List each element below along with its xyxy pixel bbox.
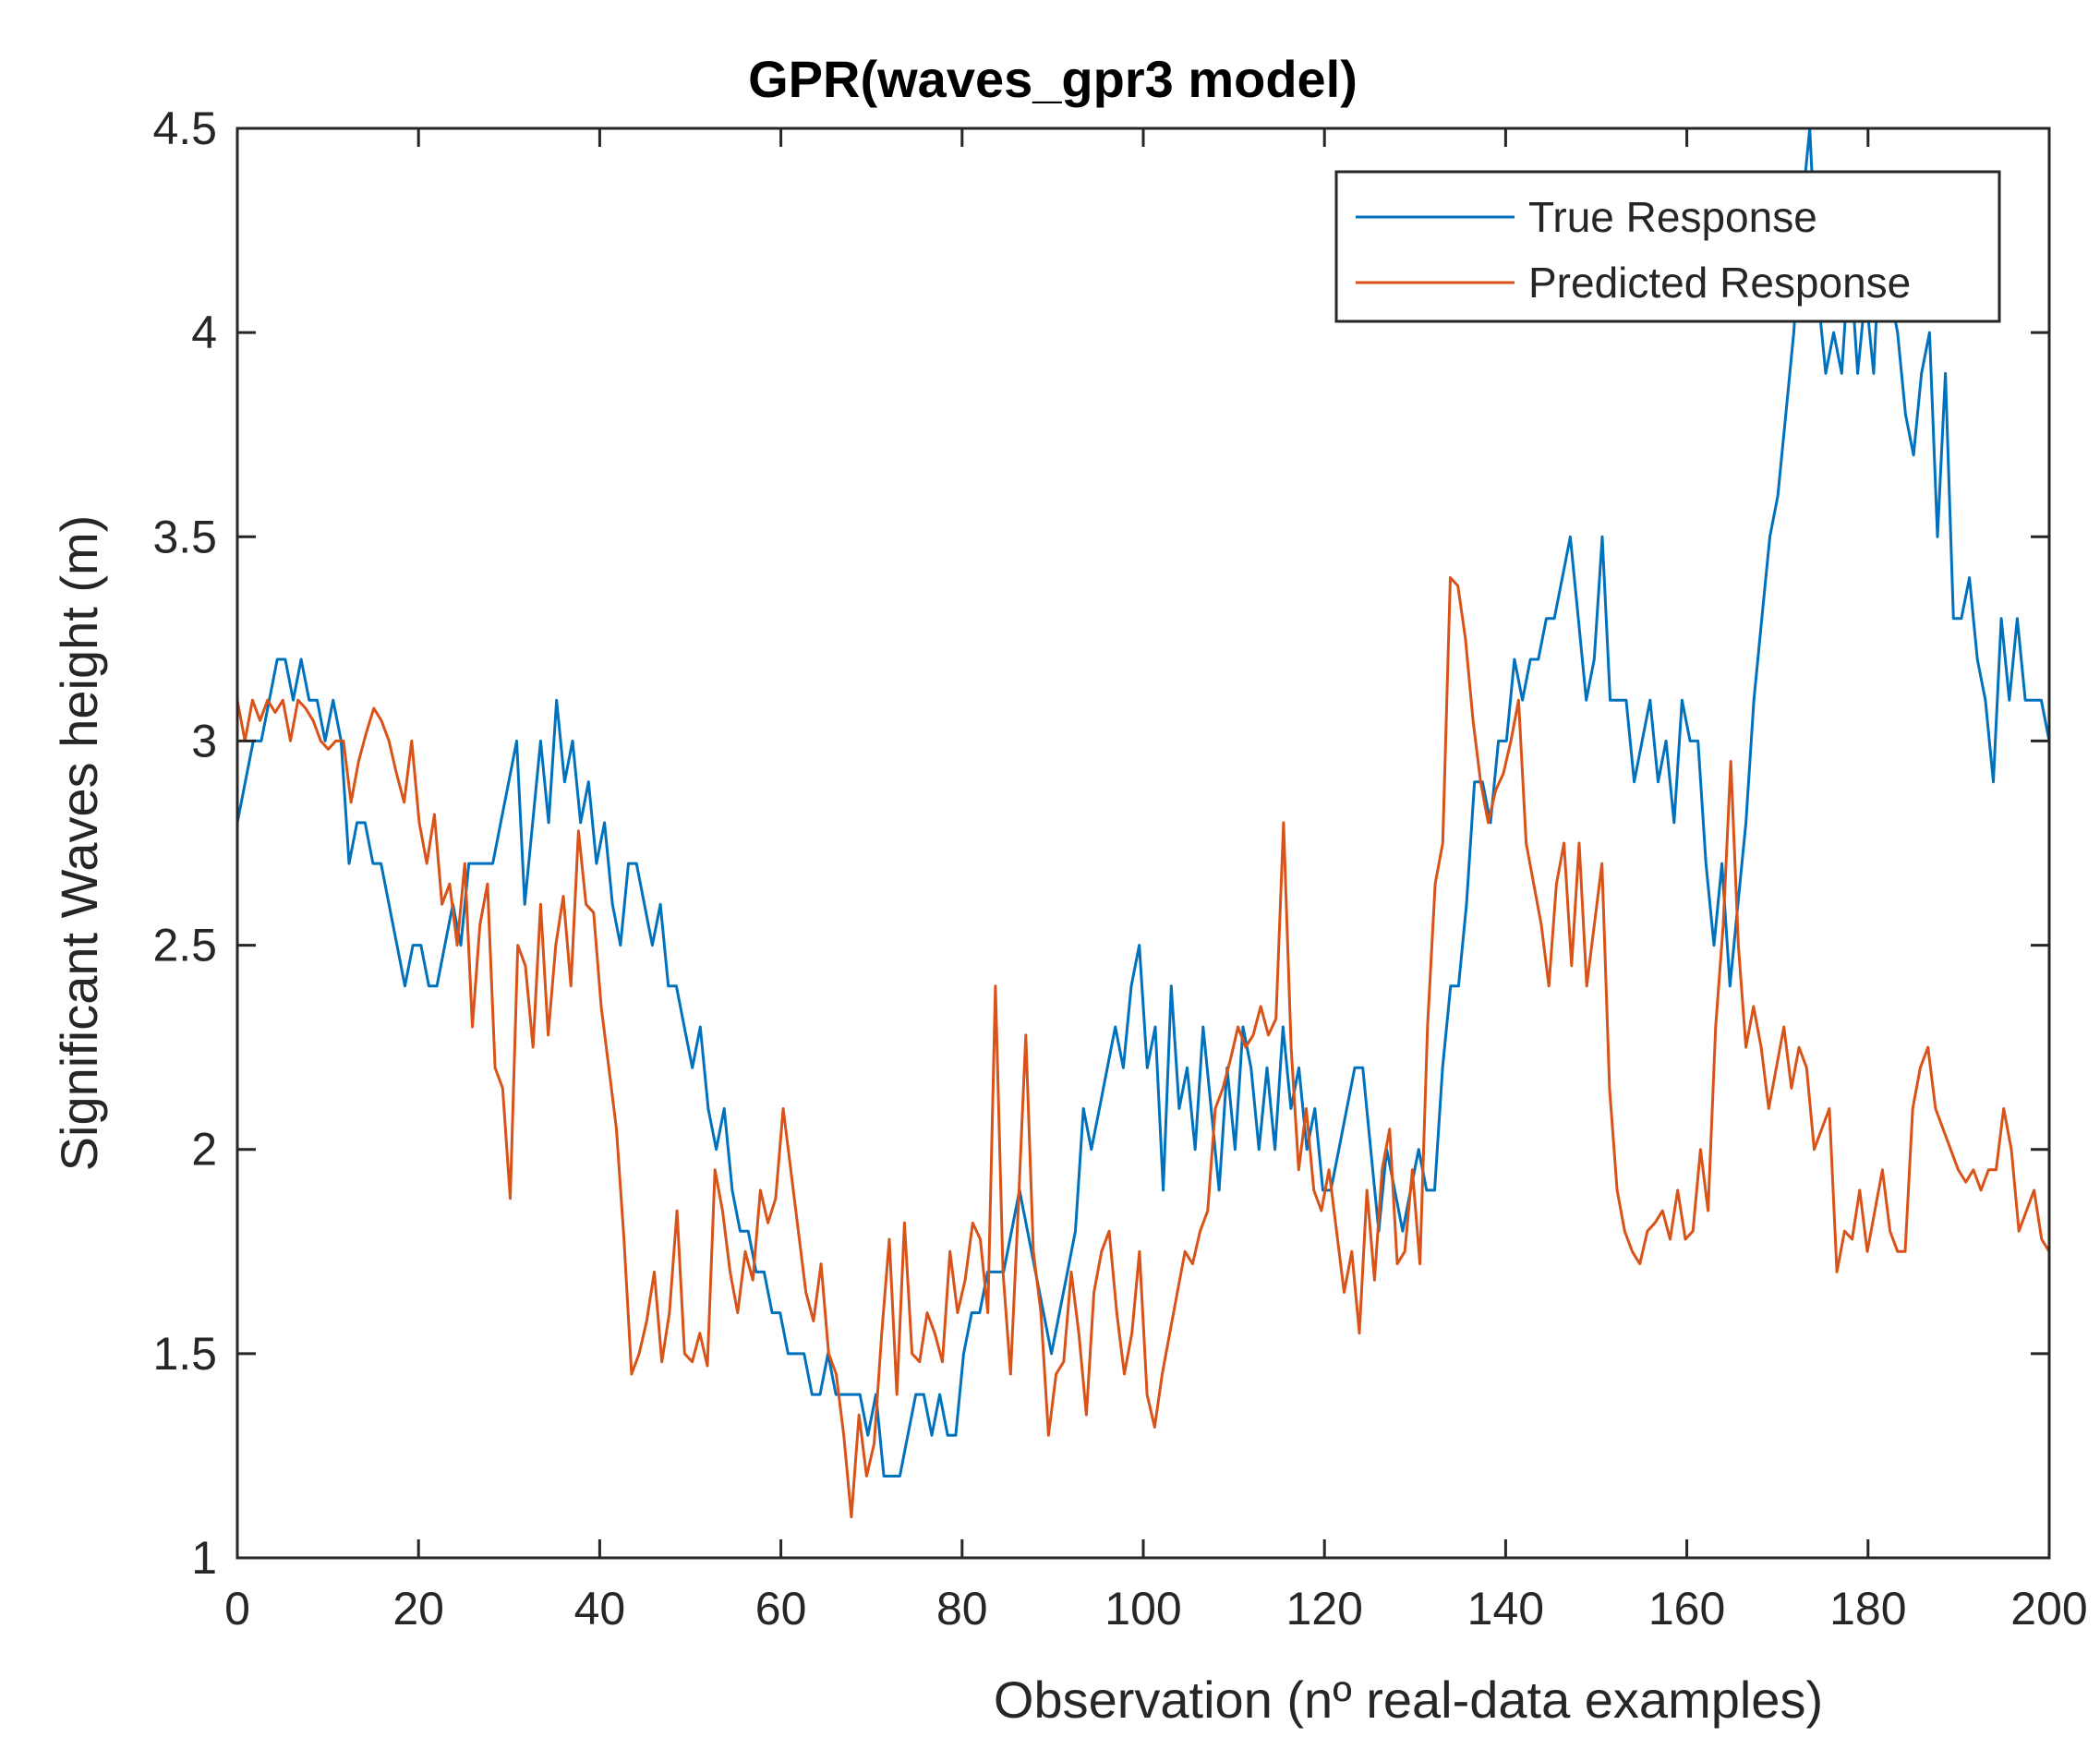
legend: True Response Predicted Response	[1334, 170, 2001, 323]
x-tick-label: 60	[755, 1583, 807, 1634]
x-tick-label: 200	[2010, 1583, 2087, 1634]
x-tick-label: 0	[224, 1583, 250, 1634]
legend-label-true-response: True Response	[1528, 193, 1817, 241]
y-axis-label: Significant Waves height (m)	[50, 515, 108, 1172]
x-tick-label: 180	[1829, 1583, 1906, 1634]
y-tick-label: 4	[191, 307, 217, 358]
y-tick-label: 2.5	[152, 920, 217, 971]
x-axis-label: Observation (nº real-data examples)	[994, 1671, 1823, 1729]
x-tick-label: 40	[574, 1583, 626, 1634]
y-tick-label: 3	[191, 715, 217, 766]
series-layer	[235, 127, 2051, 1519]
y-tick-label: 2	[191, 1124, 217, 1176]
series-line-true-response	[235, 127, 2051, 1478]
y-axis: 1 1.5 2 2.5 3 3.5 4 4.5	[152, 103, 2049, 1584]
x-tick-label: 140	[1467, 1583, 1544, 1634]
x-axis: 0 20 40 60 80 100 120 140 160 180 200	[224, 128, 2088, 1634]
series-line-predicted-response	[235, 576, 2051, 1519]
chart-title: GPR(waves_gpr3 model)	[748, 50, 1358, 108]
y-tick-label: 4.5	[152, 103, 217, 154]
x-tick-label: 80	[936, 1583, 988, 1634]
y-tick-label: 3.5	[152, 511, 217, 562]
legend-label-predicted-response: Predicted Response	[1528, 259, 1911, 307]
y-tick-label: 1.5	[152, 1328, 217, 1380]
x-tick-label: 160	[1648, 1583, 1725, 1634]
x-tick-label: 20	[392, 1583, 444, 1634]
legend-box	[1334, 170, 2001, 323]
x-tick-label: 120	[1285, 1583, 1362, 1634]
x-tick-label: 100	[1104, 1583, 1181, 1634]
y-tick-label: 1	[191, 1532, 217, 1584]
